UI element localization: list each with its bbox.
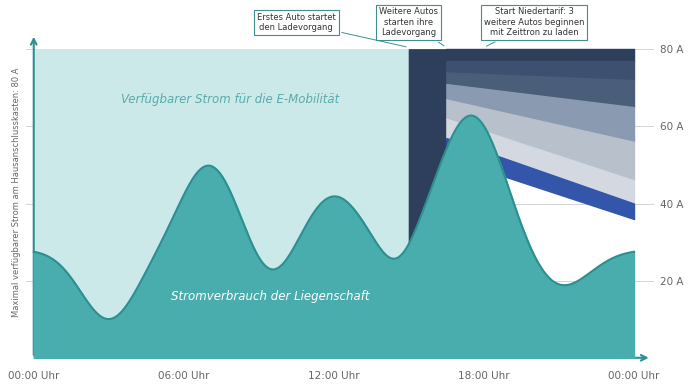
Text: Erstes Auto startet
den Ladevorgang: Erstes Auto startet den Ladevorgang <box>257 13 406 47</box>
Text: Stromverbrauch der Liegenschaft: Stromverbrauch der Liegenschaft <box>171 289 370 303</box>
Text: Weitere Autos
starten ihre
Ladevorgang: Weitere Autos starten ihre Ladevorgang <box>380 7 444 46</box>
Text: Verfügbarer Strom für die E-Mobilität: Verfügbarer Strom für die E-Mobilität <box>121 93 339 106</box>
Y-axis label: Maximal verfügbarer Strom am Hausanschlusskasten: 80 A: Maximal verfügbarer Strom am Hausanschlu… <box>12 67 21 317</box>
Text: Start Niedertarif: 3
weitere Autos beginnen
mit Zeittron zu laden: Start Niedertarif: 3 weitere Autos begin… <box>484 7 584 46</box>
